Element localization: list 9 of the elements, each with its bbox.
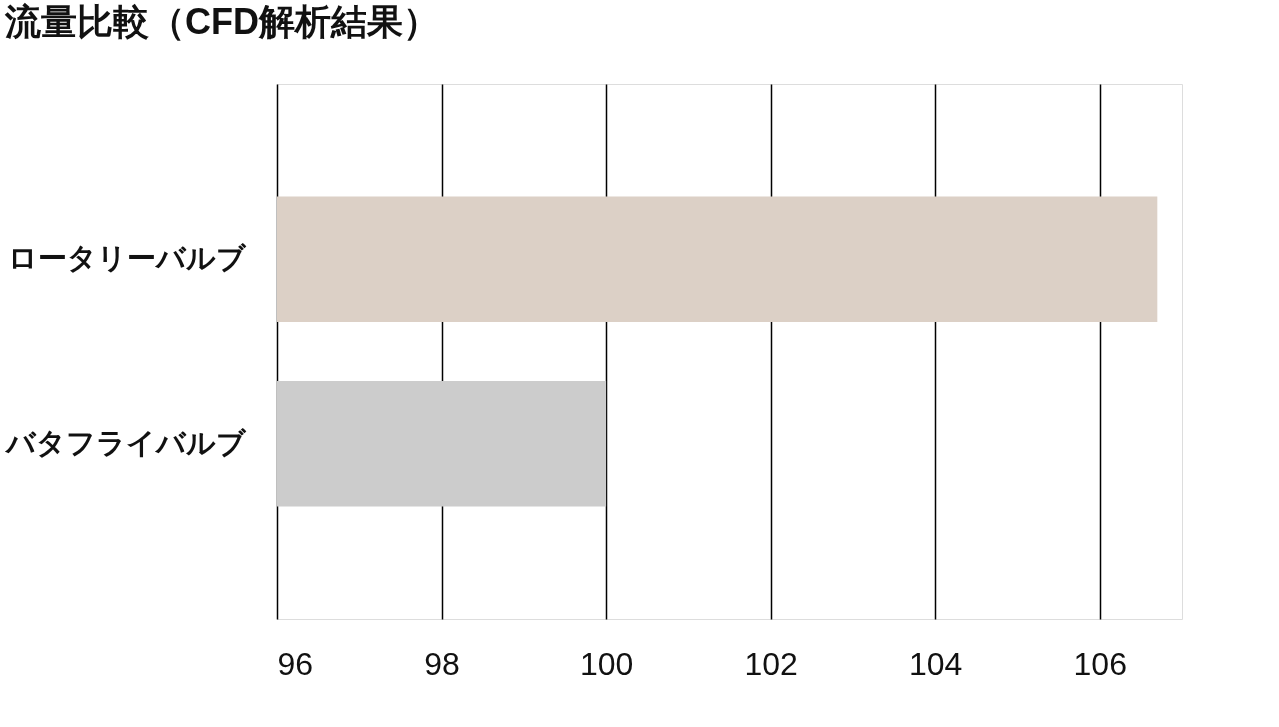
y-tick-label: バタフライバルブ	[3, 426, 247, 459]
x-tick-label: 98	[424, 645, 460, 682]
x-tick-label: 102	[744, 645, 798, 682]
y-tick-label: ロータリーバルブ	[7, 242, 247, 275]
x-tick-label: 96	[277, 645, 314, 682]
x-tick-label: 104	[908, 645, 963, 682]
x-tick-label: 100	[579, 645, 634, 682]
chart-title: 流量比較（CFD解析結果）	[4, 1, 439, 42]
x-tick-label: 106	[1073, 645, 1127, 682]
